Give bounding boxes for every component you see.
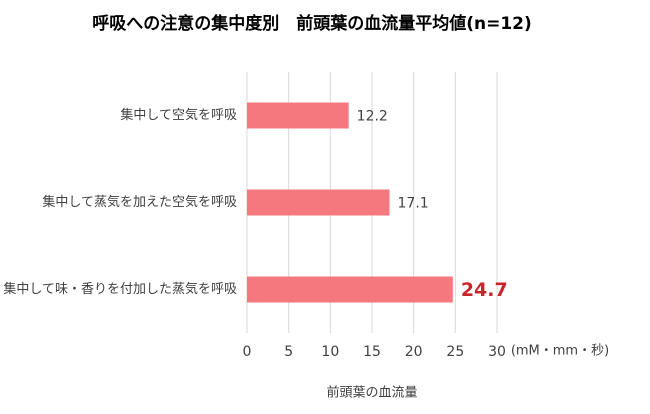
x-tick-label: 10: [321, 344, 339, 360]
y-tick-label: 集中して空気を呼吸: [120, 107, 237, 123]
x-tick-label: 20: [405, 344, 423, 360]
y-tick-label: 集中して味・香りを付加した蒸気を呼吸: [3, 281, 237, 297]
bar: [247, 102, 349, 129]
x-tick-label: 30: [488, 344, 506, 360]
x-unit: (mM・mm・秒): [511, 344, 609, 359]
x-tick-label: 15: [363, 344, 381, 360]
value-label: 17.1: [398, 196, 429, 212]
chart-title: 呼吸への注意の集中度別 前頭葉の血流量平均値(n=12): [92, 13, 532, 34]
y-tick-label: 集中して蒸気を加えた空気を呼吸: [42, 194, 237, 210]
value-label: 24.7: [461, 279, 508, 301]
x-tick-label: 5: [284, 344, 293, 360]
x-tick-label: 0: [243, 344, 252, 360]
x-axis-label: 前頭葉の血流量: [326, 385, 417, 401]
bar: [247, 189, 390, 216]
x-tick-label: 25: [446, 344, 464, 360]
value-label: 12.2: [357, 109, 388, 125]
bar: [247, 276, 453, 303]
